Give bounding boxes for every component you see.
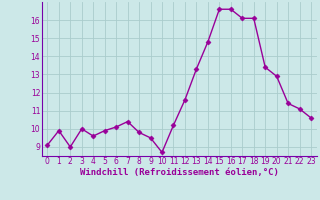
X-axis label: Windchill (Refroidissement éolien,°C): Windchill (Refroidissement éolien,°C) <box>80 168 279 177</box>
